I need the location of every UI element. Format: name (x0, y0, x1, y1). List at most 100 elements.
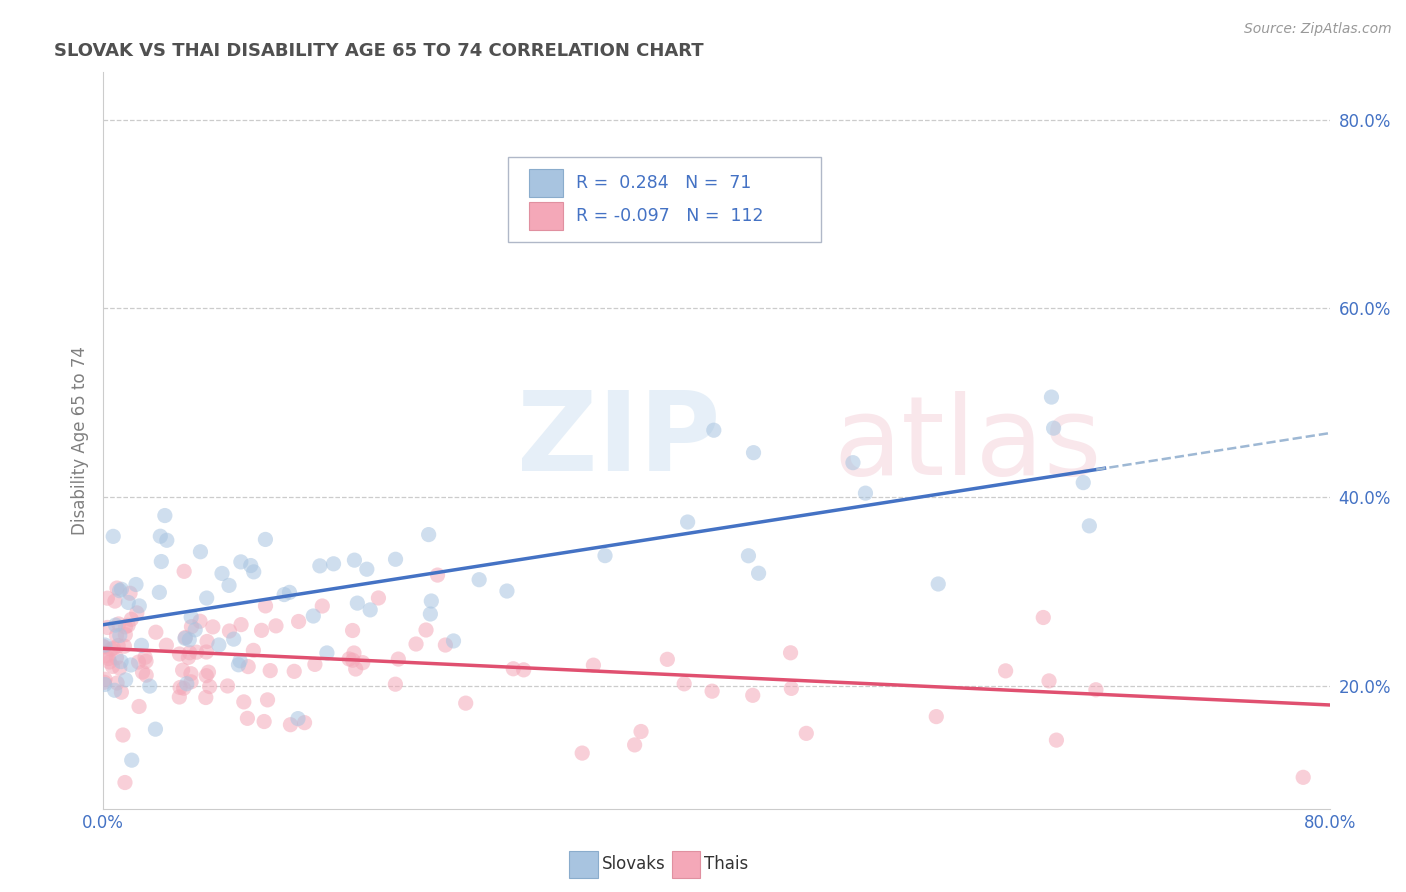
Point (194, 690, 217, 705)
Point (96, 591, 118, 606)
Point (925, 709, 948, 723)
Point (176, 677, 198, 691)
Point (100, 642, 122, 657)
Point (94, 638, 117, 652)
Point (1032, 610, 1054, 624)
Point (737, 549, 759, 563)
Point (135, 654, 157, 668)
Point (1078, 519, 1101, 533)
Point (184, 623, 207, 637)
Point (120, 612, 142, 626)
Point (443, 634, 465, 648)
Point (201, 620, 224, 634)
Point (1292, 770, 1315, 784)
Point (118, 586, 141, 600)
Point (135, 668, 157, 682)
Point (342, 653, 364, 667)
Point (169, 681, 191, 695)
Point (117, 595, 139, 609)
Point (794, 726, 817, 740)
Point (703, 423, 725, 437)
Point (242, 565, 264, 579)
Point (131, 638, 153, 652)
Point (105, 581, 128, 595)
Point (103, 529, 125, 543)
Point (779, 646, 801, 660)
Point (94, 648, 117, 663)
Text: SLOVAK VS THAI DISABILITY AGE 65 TO 74 CORRELATION CHART: SLOVAK VS THAI DISABILITY AGE 65 TO 74 C… (53, 42, 703, 60)
Text: Thais: Thais (704, 855, 748, 873)
Point (256, 693, 278, 707)
Point (287, 615, 309, 629)
Point (359, 603, 381, 617)
Point (149, 529, 172, 543)
Point (1071, 475, 1094, 490)
Point (93, 640, 115, 654)
Point (197, 665, 219, 680)
Point (108, 583, 131, 598)
Text: ZIP: ZIP (517, 387, 720, 494)
Y-axis label: Disability Age 65 to 74: Disability Age 65 to 74 (72, 346, 89, 535)
Point (104, 683, 127, 698)
Point (228, 657, 250, 672)
Point (145, 722, 167, 736)
Point (623, 738, 645, 752)
Point (748, 566, 770, 581)
Point (346, 596, 368, 610)
Point (120, 657, 142, 672)
Point (264, 619, 287, 633)
Point (418, 527, 440, 541)
Point (198, 680, 221, 694)
Point (104, 594, 127, 608)
Point (114, 620, 136, 634)
Point (496, 584, 519, 599)
Point (145, 625, 167, 640)
Point (780, 681, 803, 696)
Point (337, 652, 360, 666)
Point (195, 645, 218, 659)
Point (138, 679, 160, 693)
Point (673, 677, 696, 691)
Point (180, 674, 202, 689)
Point (254, 599, 277, 613)
Point (676, 515, 699, 529)
Point (103, 641, 125, 656)
Point (700, 684, 723, 698)
Point (174, 632, 197, 646)
Point (387, 652, 409, 666)
Text: atlas: atlas (834, 391, 1102, 498)
Point (217, 679, 239, 693)
Point (344, 662, 367, 676)
Point (232, 695, 254, 709)
Point (1045, 733, 1067, 747)
Point (384, 677, 406, 691)
Point (93, 640, 115, 654)
Point (150, 555, 173, 569)
Point (148, 585, 170, 599)
Point (125, 577, 148, 591)
Point (208, 638, 231, 652)
Point (104, 618, 127, 632)
Point (180, 610, 202, 624)
Point (179, 632, 201, 647)
Point (512, 663, 534, 677)
Point (195, 668, 218, 682)
Point (304, 657, 326, 672)
Point (229, 654, 252, 668)
Point (311, 599, 333, 613)
Point (742, 445, 765, 459)
Point (454, 696, 477, 710)
Point (322, 557, 344, 571)
Point (190, 545, 212, 559)
Point (128, 655, 150, 669)
Point (218, 624, 240, 638)
Point (420, 594, 443, 608)
Point (128, 599, 150, 613)
Point (1040, 390, 1063, 404)
Point (186, 645, 208, 659)
Point (283, 665, 305, 679)
Point (156, 533, 179, 548)
Point (415, 623, 437, 637)
Text: R =  0.284   N =  71: R = 0.284 N = 71 (575, 174, 751, 192)
Point (294, 715, 316, 730)
